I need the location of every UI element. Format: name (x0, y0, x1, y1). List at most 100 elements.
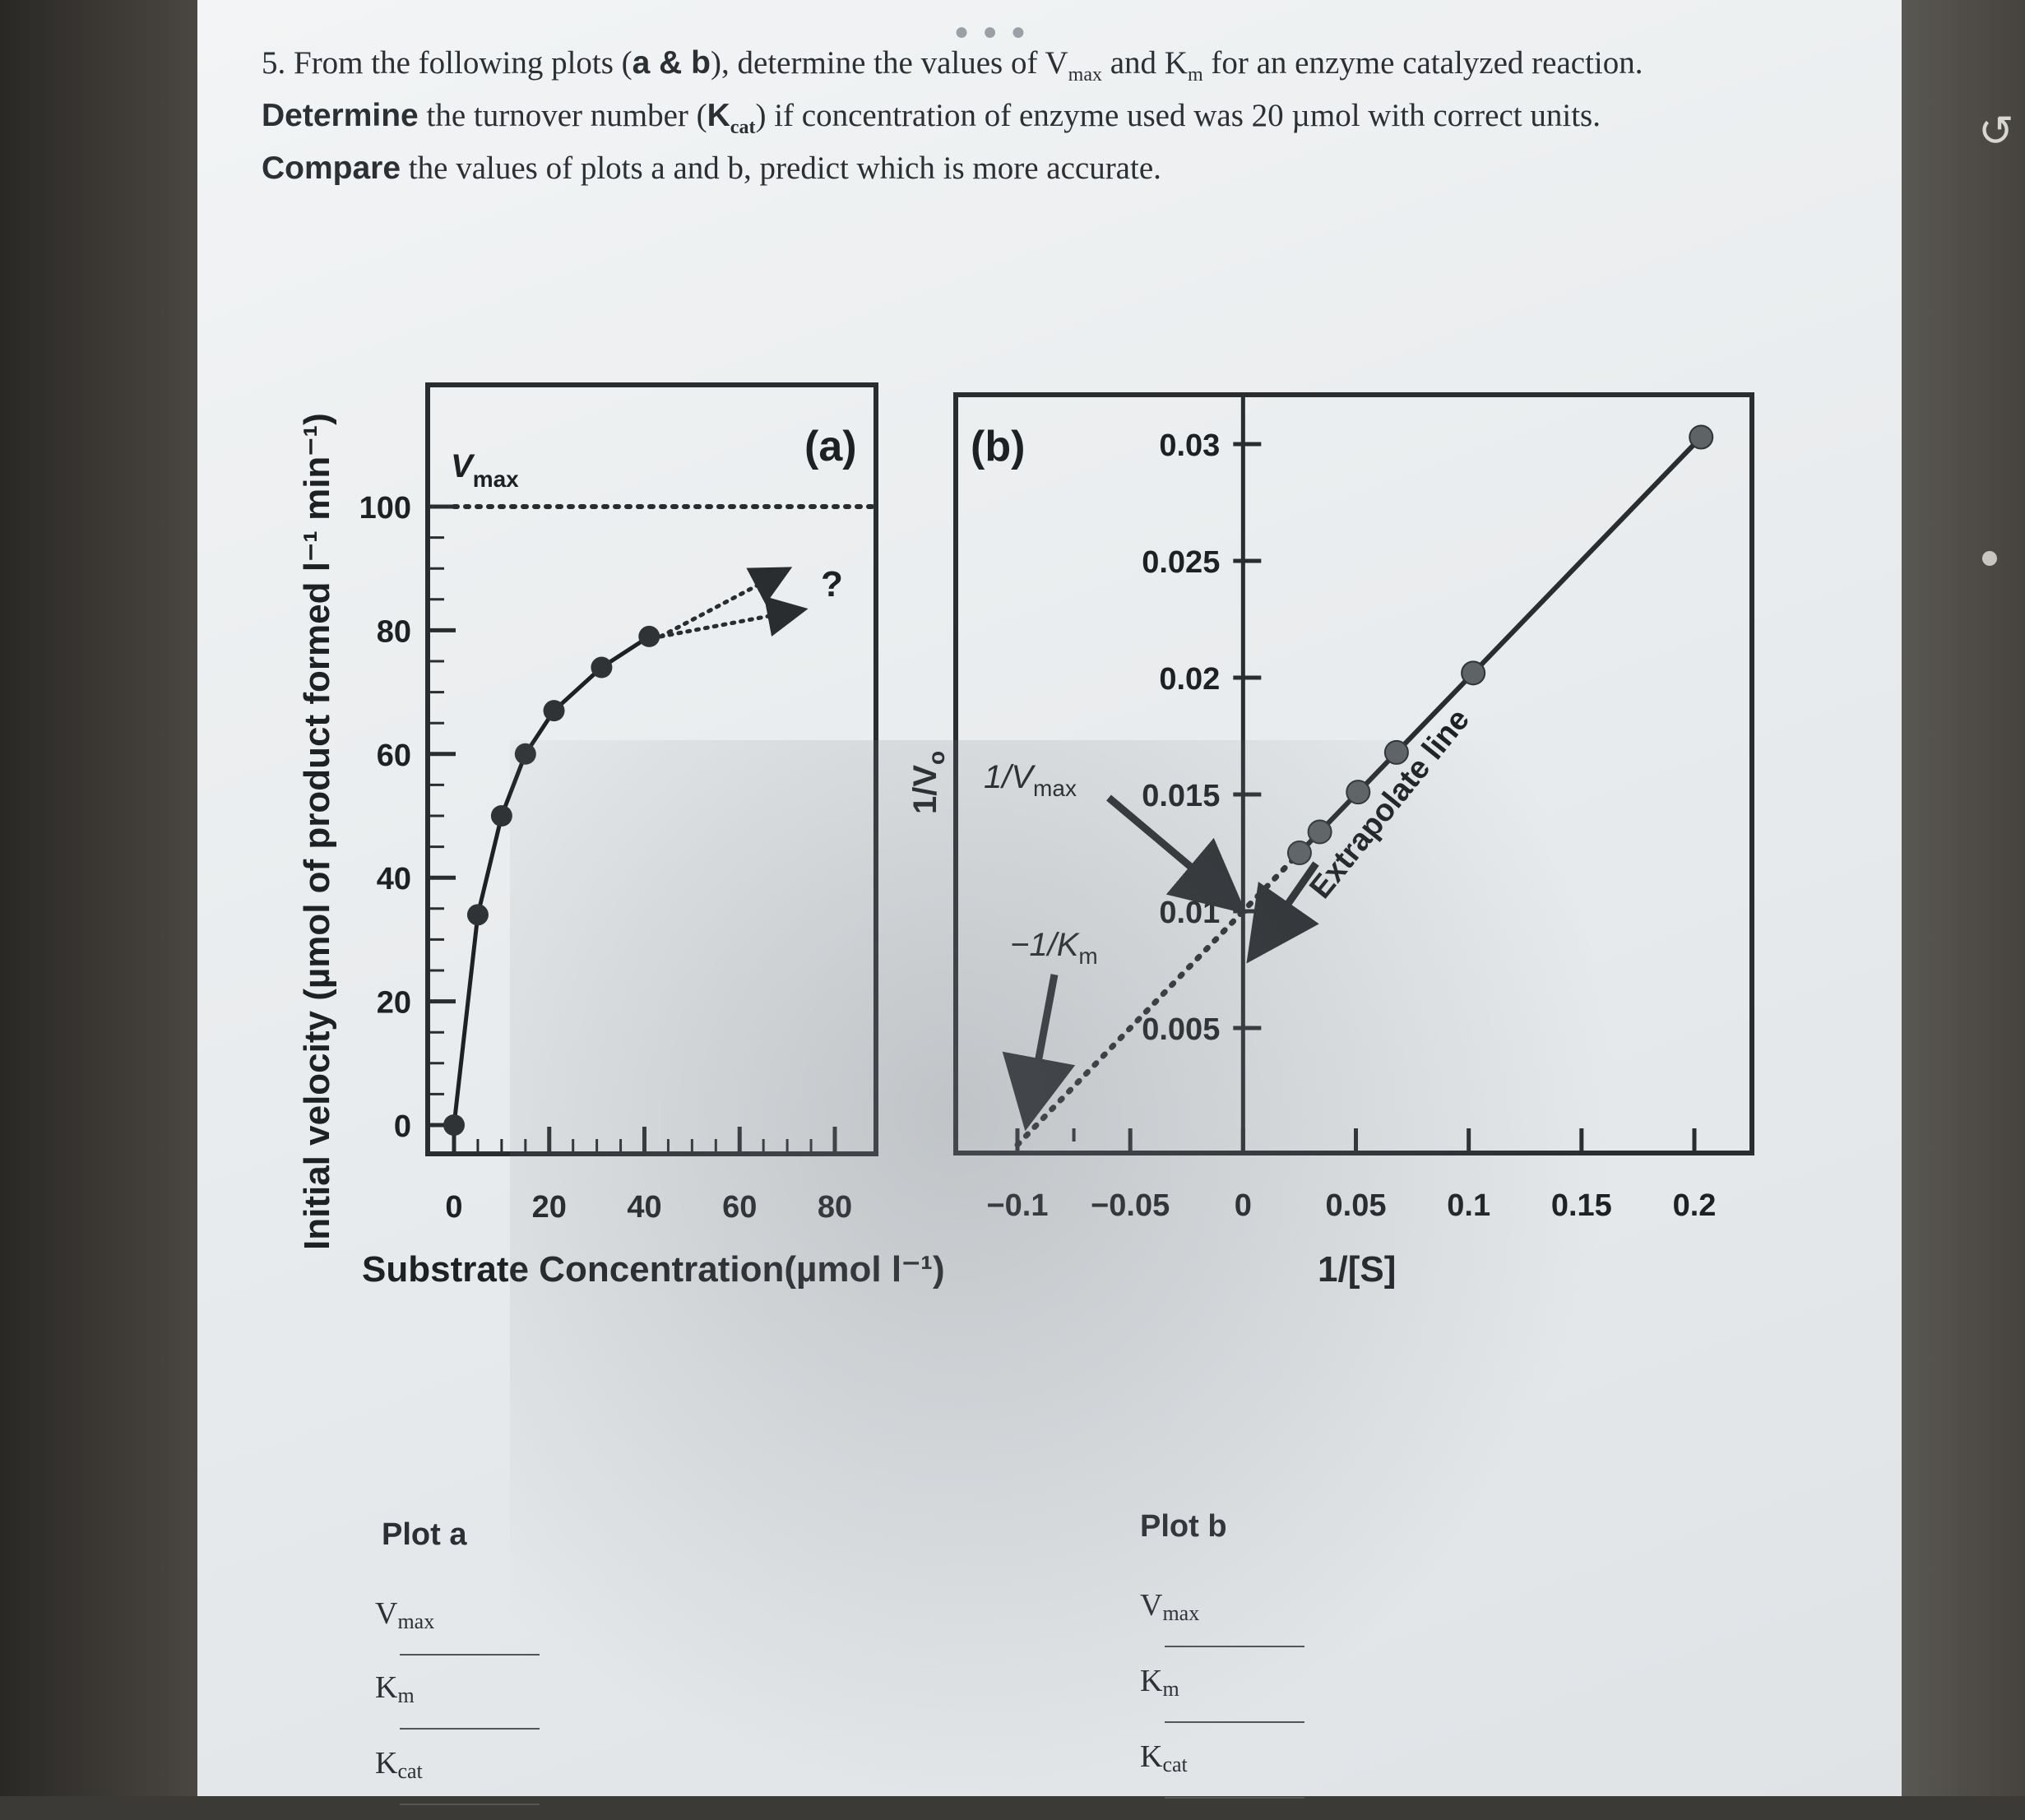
data-point (1383, 739, 1409, 765)
y-tick-label: 0 (394, 1109, 411, 1144)
plot-b-annotation-km: −1/Km (1010, 927, 1098, 969)
q3-text: the values of plots a and b, predict whi… (401, 150, 1161, 186)
data-point (638, 625, 660, 647)
x-tick-label: −0.1 (986, 1188, 1048, 1223)
undo-icon[interactable]: ↺ (1978, 108, 2014, 155)
plot-a-marks (443, 504, 876, 1136)
x-tick-label: 80 (818, 1190, 852, 1225)
x-tick-label: 60 (722, 1190, 757, 1225)
extrapolate-line-label: Extrapolate line (1303, 702, 1476, 905)
y-tick-label: 80 (377, 614, 411, 649)
q1-sub-max: max (1068, 63, 1102, 86)
plot-a-panel-label: (a) (804, 423, 857, 470)
q1-prefix: 5. From the following plots ( (262, 45, 633, 81)
plot-b-marks: Extrapolate line (1002, 424, 1714, 1148)
plot-b-y-axis-label: 1/Vo (907, 751, 949, 814)
side-dot-icon (1982, 551, 1997, 566)
y-tick-label: 0.01 (1159, 896, 1220, 930)
plot-b-panel-label: (b) (971, 423, 1025, 470)
plot-a-vmax-blank[interactable] (400, 1654, 540, 1656)
q2-bold-k: K (707, 97, 730, 133)
plot-a-answers-title: Plot a (382, 1517, 467, 1552)
plot-b-kcat-row: Kcat (1140, 1739, 1304, 1813)
plot-b-vmax-row: Vmax (1140, 1587, 1304, 1662)
plot-a-y-axis-label: Initial velocity (µmol of product formed… (297, 413, 337, 1250)
vmax-label: V (1140, 1588, 1163, 1623)
more-options-icon[interactable]: ● ● ● (954, 18, 1030, 45)
kcat-sub: cat (1162, 1753, 1188, 1776)
plot-b-ticks: −0.1 −0.05 0 0.05 0.1 0.15 0.2 0.005 0.01 0.015 0.… (986, 395, 1716, 1223)
arrow-1vmax (1106, 794, 1247, 915)
plot-a-y-ticks: 0 20 40 60 80 100 (359, 491, 456, 1144)
x-tick-label: 0 (1235, 1188, 1252, 1223)
x-tick-label: 0 (445, 1190, 462, 1225)
kcat-label: K (1140, 1739, 1163, 1774)
y-tick-label: 0.03 (1159, 428, 1220, 463)
q2-suffix: ) if concentration of enzyme used was 20… (755, 97, 1601, 133)
q1-mid: ), determine the values of V (711, 45, 1068, 81)
extrapolation-arrow (658, 567, 793, 639)
q1-sub-m: m (1187, 63, 1203, 86)
y-tick-label: 100 (359, 491, 411, 526)
plot-b-annotation-1vmax: 1/Vmax (984, 759, 1077, 801)
data-point (490, 805, 512, 827)
device-bezel-left (0, 0, 197, 1796)
data-point (1461, 660, 1486, 686)
plot-a-x-axis-label: Substrate Concentration(µmol l⁻¹) (362, 1249, 945, 1290)
x-tick-label: 20 (532, 1190, 567, 1225)
y-tick-label: 0.005 (1142, 1012, 1220, 1047)
plot-b-answers-title: Plot b (1140, 1509, 1227, 1544)
plot-a-question-mark: ? (821, 564, 843, 604)
arrow-extrapolate (1246, 861, 1319, 964)
km-sub: m (397, 1683, 415, 1707)
plot-a-frame (425, 382, 878, 1156)
plot-a-kcat-blank[interactable] (400, 1804, 540, 1806)
x-tick-label: 40 (627, 1190, 661, 1225)
km-label: K (1140, 1664, 1163, 1698)
plot-b-km-row: Km (1140, 1663, 1304, 1738)
q1-and: and K (1101, 45, 1188, 81)
question-line-1: 5. From the following plots (a & b), det… (262, 43, 1709, 95)
q1-suffix: for an enzyme catalyzed reaction. (1202, 45, 1643, 81)
q3-bold: Compare (262, 150, 401, 186)
question-text: 5. From the following plots (a & b), det… (262, 43, 1709, 189)
data-point (443, 1114, 465, 1136)
km-sub: m (1162, 1677, 1179, 1701)
q2-text: the turnover number ( (418, 97, 707, 133)
data-point (1286, 841, 1312, 865)
data-point (1346, 780, 1371, 805)
x-tick-label: 0.15 (1551, 1188, 1612, 1223)
extrapolation-arrow (658, 595, 809, 639)
kcat-label: K (375, 1746, 398, 1781)
plot-a-vmax-label: Vmax (451, 448, 519, 492)
x-tick-label: 0.2 (1673, 1188, 1717, 1223)
vmax-label: V (375, 1596, 398, 1631)
data-point (1689, 424, 1714, 450)
x-tick-label: 0.1 (1447, 1188, 1490, 1223)
kcat-sub: cat (397, 1759, 423, 1783)
x-tick-label: 0.05 (1326, 1188, 1387, 1223)
plot-a: (a) Vmax ? 0 20 40 60 80 100 0 20 40 60 80 Substr… (297, 382, 945, 1290)
plot-a-kcat-row: Kcat (375, 1745, 540, 1820)
plot-b-kcat-blank[interactable] (1165, 1797, 1304, 1799)
y-tick-label: 40 (377, 862, 411, 896)
y-tick-label: 60 (377, 739, 411, 773)
plot-b-vmax-blank[interactable] (1165, 1646, 1304, 1648)
y-tick-label: 0.015 (1142, 779, 1220, 813)
y-tick-label: 0.02 (1159, 662, 1220, 697)
x-tick-label: −0.05 (1091, 1188, 1170, 1223)
data-point (514, 743, 536, 765)
km-label: K (375, 1670, 398, 1705)
plot-a-vmax-row: Vmax (375, 1595, 540, 1670)
vmax-sub: max (397, 1609, 435, 1633)
arrow-km (1002, 974, 1076, 1132)
plot-b-km-blank[interactable] (1165, 1721, 1304, 1724)
question-line-3: Compare the values of plots a and b, pre… (262, 148, 1709, 189)
plot-b: (b) 1/Vo 1/Vmax −1/Km −0.1 −0.05 0 0.05 0.1 0… (907, 392, 1754, 1290)
q2-sub-cat: cat (730, 116, 756, 138)
plot-a-km-blank[interactable] (400, 1728, 540, 1730)
data-point (591, 656, 613, 678)
plot-b-x-axis-label: 1/[S] (1318, 1249, 1396, 1290)
plot-a-x-ticks: 0 20 40 60 80 (445, 1127, 852, 1225)
